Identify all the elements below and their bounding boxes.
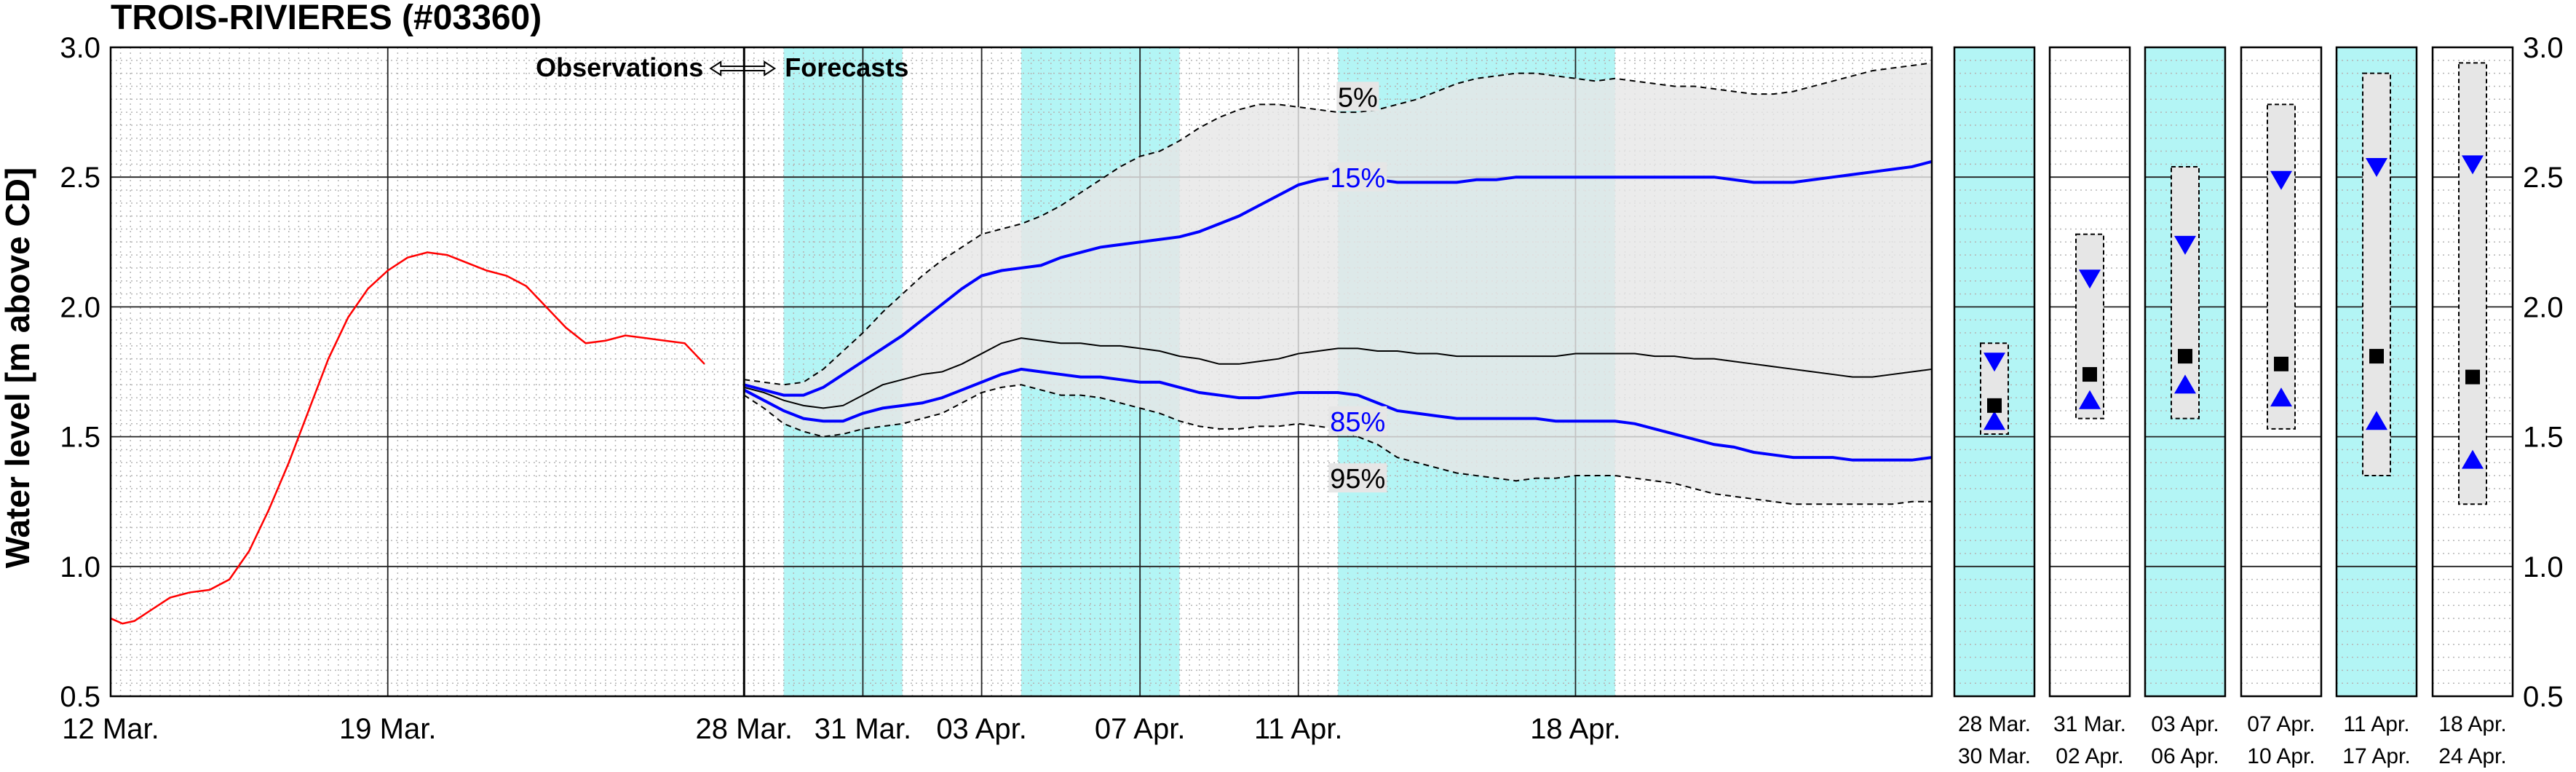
x-tick-label: 07 Apr. [1095,713,1186,745]
median-square-marker [2274,356,2288,371]
median-square-marker [2178,349,2192,364]
chart-title: TROIS-RIVIERES (#03360) [111,0,542,37]
series-label-bg [1328,463,1387,493]
y-tick-label: 3.0 [60,32,100,64]
main-plot: 5% 15% 85% 95% Observations Forecasts 0.5 1.0 1.… [60,32,1933,745]
triangle-up-marker [2270,387,2292,407]
period-panels: 28 Mar. 30 Mar. 31 Mar. 02 Apr. 03 Apr. 06 Ap… [1953,46,2514,768]
triangle-down-marker [2174,235,2196,255]
right-y-tick-label: 2.0 [2523,291,2564,323]
y-tick-label: 1.5 [60,422,100,454]
annotation-forecasts: Forecasts [785,52,908,82]
x-tick-label: 19 Mar. [339,713,436,745]
panel-range-box [2267,103,2296,430]
panel-label-start: 31 Mar. [2053,712,2126,736]
triangle-up-marker [2366,411,2387,430]
series-label: 85% [1330,407,1385,438]
plot-frame [109,46,1933,698]
period-panel: 18 Apr. 24 Apr. [2431,46,2514,768]
period-panel: 28 Mar. 30 Mar. [1953,46,2036,768]
right-y-tick-label: 1.0 [2523,551,2564,583]
x-tick-label: 11 Apr. [1254,713,1343,745]
series-label-bg [1328,162,1387,192]
triangle-up-marker [1983,411,2005,430]
right-y-tick-label: 2.5 [2523,162,2564,194]
median-square-marker [2465,369,2480,385]
panel-label-start: 11 Apr. [2343,712,2409,736]
x-tick-label: 12 Mar. [62,713,159,745]
right-y-tick-label: 0.5 [2523,681,2564,713]
panel-frame [2335,46,2418,698]
median-square-marker [1987,398,2002,413]
triangle-down-marker [2270,170,2292,190]
uncertainty-band [744,63,1932,505]
y-tick-label: 2.0 [60,291,100,323]
triangle-down-marker [2079,269,2101,289]
median-square-marker [2082,367,2097,382]
right-y-axis: 0.5 1.0 1.5 2.0 2.5 3.0 [2523,32,2564,713]
panel-frame [2431,46,2514,698]
x-tick-label: 31 Mar. [815,713,911,745]
double-arrow-icon [709,60,777,76]
panel-label-end: 10 Apr. [2247,744,2315,768]
series-line-5pct [744,62,1933,386]
series-label: 15% [1330,163,1385,194]
panel-label-end: 17 Apr. [2342,744,2410,768]
series-line-85pct [743,367,1933,462]
panel-frame [2048,46,2131,698]
x-tick-label: 18 Apr. [1530,713,1621,745]
panel-range-box [2362,72,2391,477]
triangle-down-marker [1983,352,2005,372]
panel-frame [2240,46,2323,698]
triangle-up-marker [2174,374,2196,394]
series-label: 5% [1338,82,1378,113]
period-panel: 07 Apr. 10 Apr. [2240,46,2323,768]
median-square-marker [2369,349,2384,364]
y-tick-label: 2.5 [60,162,100,194]
series-line-median [744,337,1933,409]
panel-range-box [2458,62,2487,505]
series-label-bg [1328,406,1387,436]
panel-label-end: 06 Apr. [2151,744,2219,768]
triangle-down-marker [2366,157,2387,177]
panel-label-start: 07 Apr. [2247,712,2315,736]
panel-label-end: 30 Mar. [1958,744,2031,768]
panel-label-start: 03 Apr. [2151,712,2219,736]
right-y-tick-label: 1.5 [2523,422,2564,454]
observed-line [110,251,705,625]
y-tick-label: 0.5 [60,681,100,713]
x-tick-label: 03 Apr. [936,713,1027,745]
y-axis-label: Water level [m above CD] [0,168,36,568]
series-label-bg [1336,82,1379,111]
triangle-down-marker [2462,155,2484,175]
panel-label-start: 28 Mar. [1958,712,2031,736]
panel-label-end: 02 Apr. [2056,744,2123,768]
panel-frame [2144,46,2227,698]
annotation-observations: Observations [536,52,703,82]
period-panel: 11 Apr. 17 Apr. [2335,46,2418,768]
panel-frame [1953,46,2036,698]
panel-label-start: 18 Apr. [2438,712,2506,736]
triangle-up-marker [2079,390,2101,409]
right-y-tick-label: 3.0 [2523,32,2564,64]
y-tick-label: 1.0 [60,551,100,583]
triangle-up-marker [2462,449,2484,469]
x-tick-label: 28 Mar. [696,713,793,745]
period-panel: 03 Apr. 06 Apr. [2144,46,2227,768]
period-panel: 31 Mar. 02 Apr. [2048,46,2131,768]
panel-label-end: 24 Apr. [2438,744,2506,768]
series-label: 95% [1330,464,1385,495]
panel-range-box [2075,233,2104,420]
